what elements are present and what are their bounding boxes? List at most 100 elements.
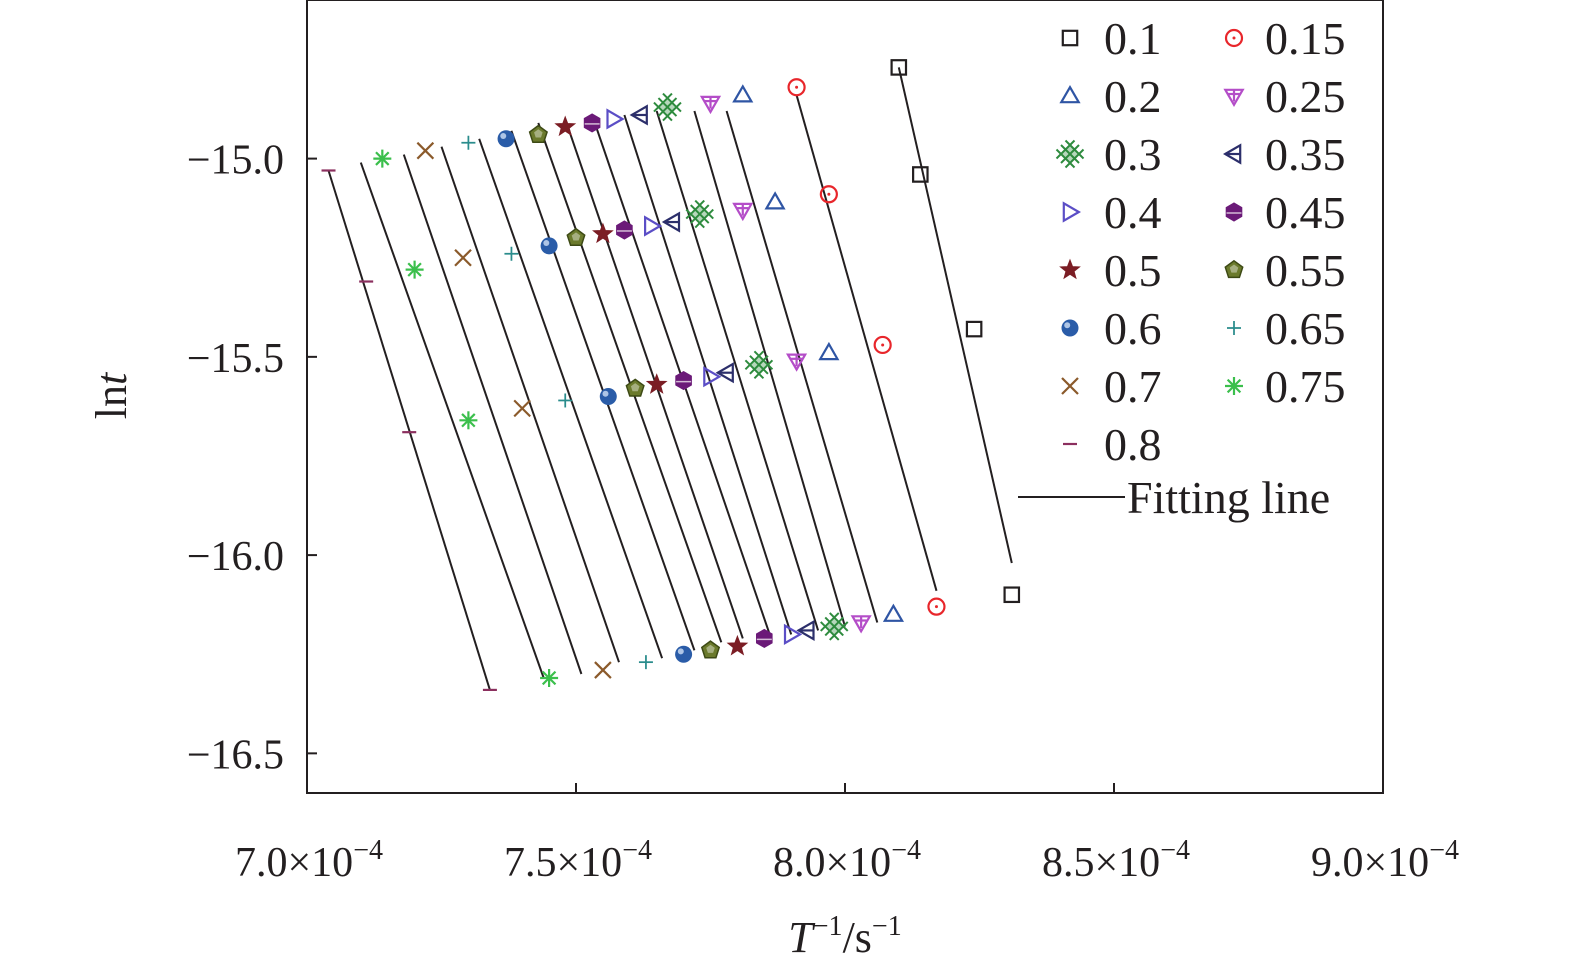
point-0.75-1 xyxy=(405,260,424,279)
legend-item-0.25: 0.25 xyxy=(1223,71,1346,122)
legend-marker-0.2 xyxy=(1059,85,1081,104)
point-0.15-2 xyxy=(873,335,892,355)
legend-label: 0.45 xyxy=(1265,187,1346,238)
legend-marker-0.6 xyxy=(1061,319,1079,337)
legend-item-0.45: 0.45 xyxy=(1225,187,1346,238)
point-0.2-1 xyxy=(764,191,786,210)
legend-item-0.3: 0.3 xyxy=(1055,129,1162,180)
point-0.4-1 xyxy=(643,215,663,237)
legend-item-0.55: 0.55 xyxy=(1224,245,1346,296)
x-tick-label: 7.5×10−4 xyxy=(504,835,652,886)
point-0.2-2 xyxy=(818,341,840,361)
fit-line-0.65 xyxy=(440,146,620,663)
y-tick-label: −16.5 xyxy=(187,732,284,778)
legend-item-0.7: 0.7 xyxy=(1061,361,1162,412)
point-0.5-2 xyxy=(645,373,668,394)
legend-item-0.1: 0.1 xyxy=(1061,13,1162,64)
legend-label: 0.55 xyxy=(1265,245,1346,296)
legend-item-fitting-line: Fitting line xyxy=(1018,472,1330,523)
legend-label: 0.7 xyxy=(1104,361,1162,412)
x-tick-label: 7.0×10−4 xyxy=(235,835,383,886)
point-0.25-1 xyxy=(732,202,754,222)
legend-marker-0.15 xyxy=(1224,28,1244,48)
legend-label: Fitting line xyxy=(1127,472,1330,523)
point-0.55-0 xyxy=(528,124,548,144)
legend-label: 0.4 xyxy=(1104,187,1162,238)
point-0.55-2 xyxy=(625,378,645,397)
point-0.3-0 xyxy=(653,92,682,122)
legend-label: 0.65 xyxy=(1265,303,1346,354)
legend-item-0.15: 0.15 xyxy=(1224,13,1346,64)
legend-label: 0.75 xyxy=(1265,361,1346,412)
fit-line-0.3 xyxy=(655,110,820,631)
point-0.6-3 xyxy=(675,645,693,663)
point-0.35-1 xyxy=(661,211,681,233)
legend-label: 0.1 xyxy=(1104,13,1162,64)
fit-line-0.15 xyxy=(795,94,938,592)
point-0.2-3 xyxy=(882,603,905,622)
data-points xyxy=(321,59,1021,692)
legend-label: 0.2 xyxy=(1104,71,1162,122)
point-0.7-3 xyxy=(594,661,612,679)
point-0.6-1 xyxy=(540,237,558,255)
legend-marker-0.45 xyxy=(1225,202,1243,222)
legend-label: 0.35 xyxy=(1265,129,1346,180)
fit-line-0.35 xyxy=(623,114,793,635)
fit-line-0.75 xyxy=(359,162,545,679)
y-tick-label: −15.5 xyxy=(187,336,284,382)
point-0.15-1 xyxy=(819,185,838,204)
y-tick-label: −15.0 xyxy=(187,138,284,184)
legend-item-0.75: 0.75 xyxy=(1225,361,1346,412)
point-0.7-2 xyxy=(513,399,531,418)
point-0.7-1 xyxy=(454,248,472,267)
point-0.45-1 xyxy=(616,220,633,240)
point-0.45-3 xyxy=(756,628,773,648)
fit-line-0.8 xyxy=(327,170,491,691)
point-0.45-2 xyxy=(675,371,692,391)
fitting-lines xyxy=(327,67,1013,691)
point-0.4-2 xyxy=(703,366,722,388)
legend-item-0.35: 0.35 xyxy=(1223,129,1346,180)
legend-item-0.8: 0.8 xyxy=(1063,419,1162,470)
fit-line-0.1 xyxy=(897,67,1013,564)
point-0.6-0 xyxy=(497,130,515,148)
x-axis-label: T−1/s−1 xyxy=(788,911,901,962)
point-0.3-3 xyxy=(820,612,849,641)
legend-label: 0.25 xyxy=(1265,71,1346,122)
legend-label: 0.15 xyxy=(1265,13,1346,64)
point-0.15-3 xyxy=(927,597,946,616)
legend-item-0.65: 0.65 xyxy=(1227,303,1346,354)
point-0.1-2 xyxy=(965,320,983,338)
point-0.2-0 xyxy=(732,84,754,103)
plot-frame xyxy=(306,0,1384,794)
point-0.35-2 xyxy=(715,362,734,384)
legend-label: 0.6 xyxy=(1104,303,1162,354)
legend-marker-0.55 xyxy=(1224,259,1244,279)
point-0.55-3 xyxy=(700,640,721,659)
legend-label: 0.3 xyxy=(1104,129,1162,180)
fit-line-0.25 xyxy=(693,110,846,627)
legend-marker-0.7 xyxy=(1061,377,1079,395)
legend-marker-0.25 xyxy=(1223,88,1245,107)
point-0.15-0 xyxy=(787,78,806,97)
point-0.1-0 xyxy=(890,59,908,76)
point-0.75-0 xyxy=(373,149,392,168)
point-0.6-2 xyxy=(599,388,617,405)
axes: −15.0 −15.5 −16.0 −16.5 7.0×10−4 7.5×10−4 8.0×… xyxy=(187,138,1459,886)
point-0.65-0 xyxy=(461,135,476,150)
point-0.3-1 xyxy=(685,199,714,229)
point-0.7-0 xyxy=(416,141,435,160)
legend-item-0.5: 0.5 xyxy=(1059,245,1162,296)
point-0.45-0 xyxy=(583,113,601,133)
point-0.5-1 xyxy=(592,222,614,244)
point-0.35-3 xyxy=(796,619,815,642)
fit-line-0.45 xyxy=(564,118,744,639)
legend-item-0.4: 0.4 xyxy=(1062,187,1162,238)
legend-marker-0.5 xyxy=(1059,258,1081,280)
legend-item-0.6: 0.6 xyxy=(1061,303,1162,354)
legend-label: 0.8 xyxy=(1104,419,1162,470)
point-0.25-2 xyxy=(785,353,808,372)
point-0.5-0 xyxy=(554,115,577,137)
legend-item-0.2: 0.2 xyxy=(1059,71,1162,122)
